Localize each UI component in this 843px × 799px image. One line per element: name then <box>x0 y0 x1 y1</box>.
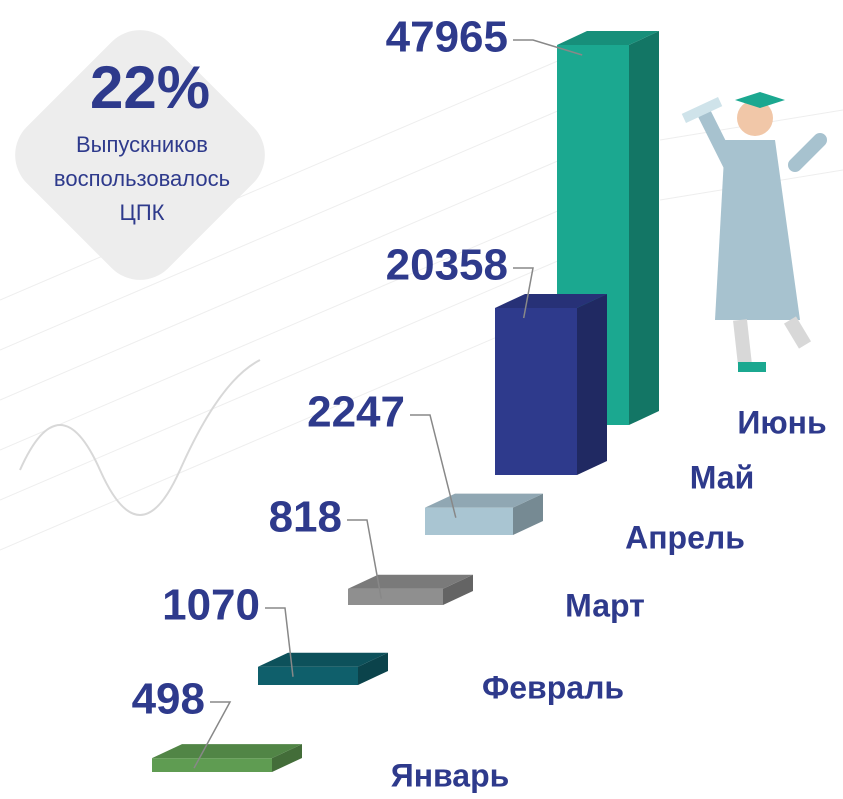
leader-line <box>347 519 382 599</box>
bar-top <box>557 31 659 45</box>
bar-side <box>443 574 473 605</box>
value-label: 498 <box>132 675 205 724</box>
bar-top <box>152 744 302 759</box>
bar <box>348 588 443 605</box>
badge-line: Выпускников <box>76 132 208 157</box>
background-lines <box>0 59 843 551</box>
bar <box>495 307 577 475</box>
category-label: Апрель <box>625 519 745 555</box>
bar-top <box>425 493 543 508</box>
value-label: 47965 <box>386 13 508 62</box>
graduate-illustration <box>681 92 827 372</box>
bar <box>152 758 272 772</box>
bar-side <box>513 493 543 535</box>
value-label: 20358 <box>386 241 508 290</box>
category-label: Июнь <box>737 404 826 440</box>
value-label: 2247 <box>307 388 405 437</box>
category-label: Март <box>565 587 645 623</box>
bar-top <box>495 293 607 308</box>
bar-side <box>358 652 388 685</box>
value-label: 818 <box>269 493 342 542</box>
category-label: Январь <box>391 757 510 793</box>
badge-value: 22% <box>90 54 210 121</box>
bar-side <box>577 293 607 475</box>
leader-line <box>513 267 534 319</box>
category-label: Май <box>690 459 755 495</box>
bar <box>425 507 513 535</box>
bar-side <box>272 744 302 772</box>
badge-line: воспользовалось <box>54 166 230 191</box>
badge-shape <box>15 30 265 280</box>
doodle <box>19 359 261 516</box>
badge-line: ЦПК <box>120 200 165 225</box>
leader-line <box>410 414 457 518</box>
bar-side <box>629 31 659 425</box>
leader-line <box>193 701 232 769</box>
leader-line <box>265 607 294 677</box>
leader-line <box>513 39 583 56</box>
category-label: Февраль <box>482 669 624 705</box>
value-label: 1070 <box>162 581 260 630</box>
bar <box>258 666 358 685</box>
